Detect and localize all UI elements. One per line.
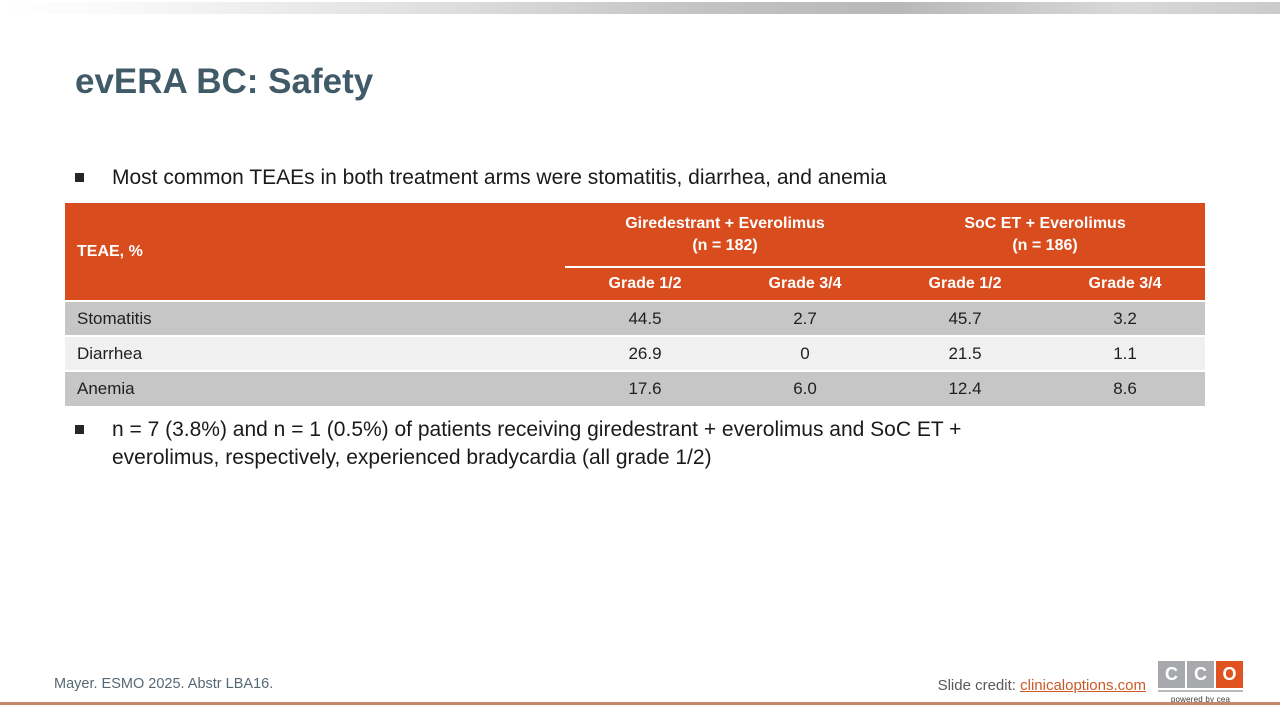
cell-value: 21.5	[885, 335, 1046, 371]
cell-value: 1.1	[1045, 335, 1206, 371]
table-row-anemia: Anemia 17.6 6.0 12.4 8.6	[65, 370, 1206, 406]
slide-title: evERA BC: Safety	[75, 62, 374, 101]
cell-value: 2.7	[725, 300, 886, 336]
cco-logo-letter-c2: C	[1187, 661, 1214, 688]
group-label: Giredestrant + Everolimus	[625, 214, 825, 232]
cco-logo-letter-c1: C	[1158, 661, 1185, 688]
bullet-item-1: Most common TEAEs in both treatment arms…	[75, 164, 887, 192]
table-corner-header: TEAE, %	[65, 203, 565, 301]
cell-value: 8.6	[1045, 370, 1206, 406]
citation-text: Mayer. ESMO 2025. Abstr LBA16.	[54, 676, 274, 692]
table-group-header-soc: SoC ET + Everolimus (n = 186)	[885, 203, 1206, 268]
cell-value: 6.0	[725, 370, 886, 406]
bullet-text-2: n = 7 (3.8%) and n = 1 (0.5%) of patient…	[112, 418, 962, 469]
table-row-diarrhea: Diarrhea 26.9 0 21.5 1.1	[65, 335, 1206, 371]
bullet-square-icon	[75, 173, 84, 182]
bottom-accent-rule	[0, 702, 1280, 705]
table-group-header-row: TEAE, % Giredestrant + Everolimus (n = 1…	[65, 203, 1206, 301]
bullet-text-1: Most common TEAEs in both treatment arms…	[112, 166, 887, 189]
cco-logo-tagline: powered by cea	[1170, 695, 1231, 704]
cco-logo: C C O powered by cea	[1158, 661, 1243, 704]
cell-value: 26.9	[565, 335, 725, 371]
grade-header-4: Grade 3/4	[1045, 267, 1206, 301]
cell-value: 3.2	[1045, 300, 1206, 336]
top-gradient-bar	[0, 2, 1280, 14]
cco-logo-rule	[1158, 690, 1243, 692]
bullet-square-icon	[75, 425, 84, 434]
cco-logo-tiles: C C O	[1158, 661, 1243, 688]
cell-value: 0	[725, 335, 886, 371]
grade-header-2: Grade 3/4	[725, 267, 886, 301]
grade-header-1: Grade 1/2	[565, 267, 725, 301]
clinicaloptions-link[interactable]: clinicaloptions.com	[1020, 677, 1146, 694]
group-sublabel: (n = 182)	[692, 236, 758, 254]
table-grade-header-row: Grade 1/2 Grade 3/4 Grade 1/2 Grade 3/4	[65, 267, 1206, 301]
slide-credit: Slide credit: clinicaloptions.com	[938, 677, 1146, 694]
cell-value: 45.7	[885, 300, 1046, 336]
grade-header-3: Grade 1/2	[885, 267, 1046, 301]
cell-value: 12.4	[885, 370, 1046, 406]
row-label: Diarrhea	[65, 335, 565, 371]
slide-credit-label: Slide credit:	[937, 677, 1021, 694]
group-label: SoC ET + Everolimus	[964, 214, 1126, 232]
cco-logo-letter-o: O	[1216, 661, 1243, 688]
row-label: Stomatitis	[65, 300, 565, 336]
table-row-stomatitis: Stomatitis 44.5 2.7 45.7 3.2	[65, 300, 1206, 336]
cell-value: 17.6	[565, 370, 725, 406]
cell-value: 44.5	[565, 300, 725, 336]
group-sublabel: (n = 186)	[1012, 236, 1078, 254]
teae-table: TEAE, % Giredestrant + Everolimus (n = 1…	[65, 203, 1206, 406]
row-label: Anemia	[65, 370, 565, 406]
bullet-item-2: n = 7 (3.8%) and n = 1 (0.5%) of patient…	[75, 416, 1032, 471]
table-group-header-giredestrant: Giredestrant + Everolimus (n = 182)	[565, 203, 886, 268]
